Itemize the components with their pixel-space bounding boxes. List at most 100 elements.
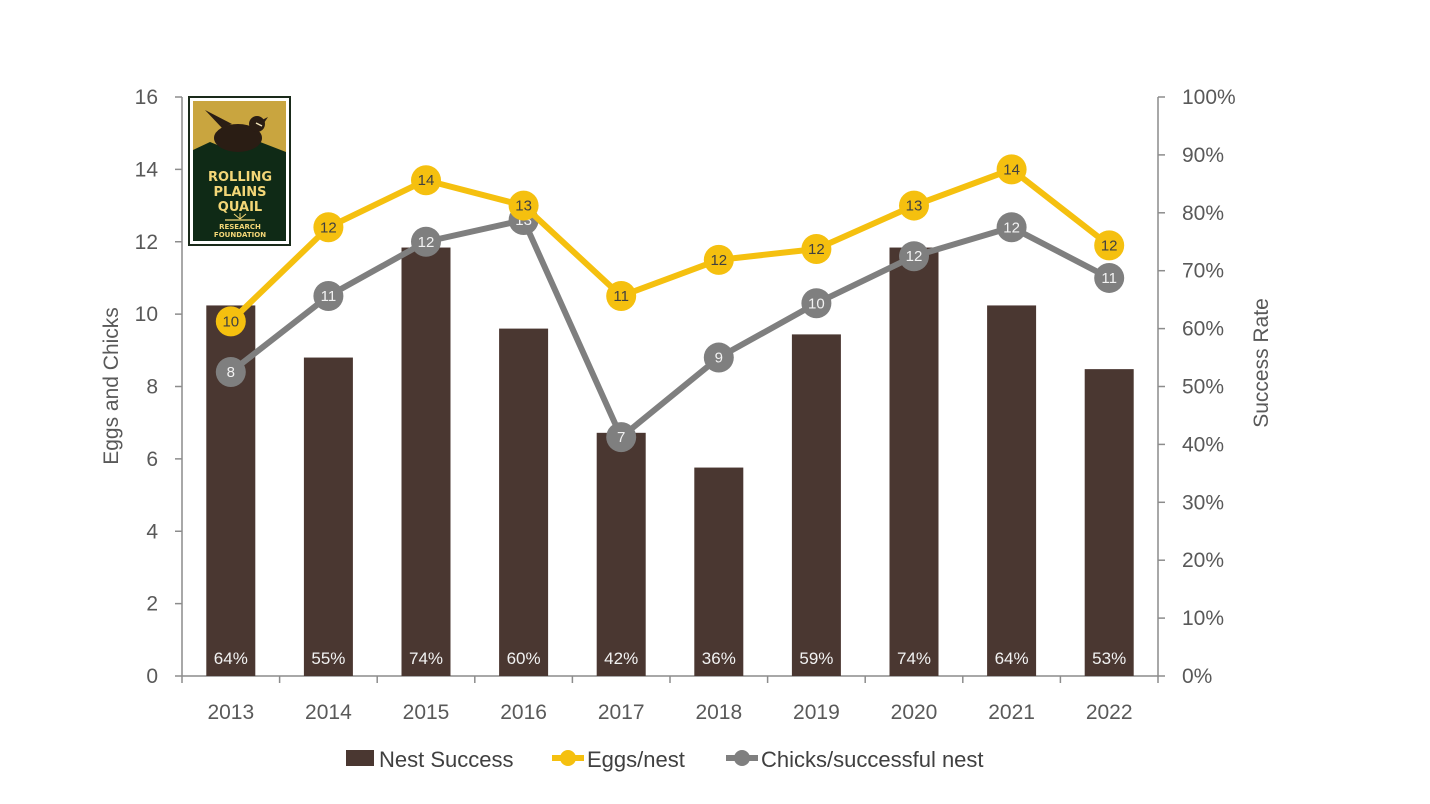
right-tick-label: 50% xyxy=(1182,376,1224,399)
bar-nest-success xyxy=(791,334,841,676)
marker-label-eggs-nest: 13 xyxy=(906,198,923,215)
legend-label-eggs-nest: Eggs/nest xyxy=(587,747,685,772)
x-tick-label: 2015 xyxy=(403,701,450,724)
marker-eggs-nest xyxy=(1094,230,1125,261)
x-tick-label: 2019 xyxy=(793,701,840,724)
bar-nest-success xyxy=(889,247,939,677)
x-tick-label: 2021 xyxy=(988,701,1035,724)
bar-nest-success xyxy=(1084,369,1134,676)
marker-label-chicks-successful-nest: 8 xyxy=(227,364,235,381)
legend-label-chicks-successful-nest: Chicks/successful nest xyxy=(761,747,984,772)
marker-label-chicks-successful-nest: 9 xyxy=(715,350,723,367)
legend-item-chicks-successful-nest: Chicks/successful nest xyxy=(726,747,984,772)
left-tick-label: 0 xyxy=(146,665,158,688)
right-tick-label: 100% xyxy=(1182,86,1236,109)
bar-nest-success xyxy=(303,357,353,676)
marker-eggs-nest xyxy=(508,190,539,221)
marker-label-chicks-successful-nest: 12 xyxy=(1003,219,1020,236)
marker-label-eggs-nest: 11 xyxy=(613,288,629,305)
right-tick-label: 80% xyxy=(1182,202,1224,225)
right-axis-title: Success Rate xyxy=(1250,298,1273,428)
axes: 0 2 4 6 8 10 12 14 16 0% 10% 20% 30% 40% 50% 60% 70% 80% 9… xyxy=(135,86,1236,724)
logo-line-4: RESEARCH xyxy=(219,223,261,231)
marker-eggs-nest xyxy=(996,154,1027,185)
marker-label-eggs-nest: 14 xyxy=(1003,161,1020,178)
bar-data-label: 53% xyxy=(1092,649,1126,668)
marker-chicks-successful-nest xyxy=(215,357,246,388)
bar-data-label: 36% xyxy=(702,649,736,668)
right-tick-label: 40% xyxy=(1182,433,1224,456)
legend-label-nest-success: Nest Success xyxy=(379,747,514,772)
bar-data-label: 74% xyxy=(409,649,443,668)
marker-chicks-successful-nest xyxy=(313,281,344,312)
x-tick-label: 2017 xyxy=(598,701,645,724)
x-tick-label: 2018 xyxy=(695,701,742,724)
bar-data-label: 55% xyxy=(311,649,345,668)
marker-label-eggs-nest: 12 xyxy=(710,252,727,269)
marker-eggs-nest xyxy=(411,165,441,196)
bar-data-label: 64% xyxy=(995,649,1029,668)
x-tick-label: 2020 xyxy=(891,701,938,724)
x-tick-label: 2022 xyxy=(1086,701,1133,724)
marker-label-eggs-nest: 10 xyxy=(222,313,239,330)
logo-line-2: PLAINS xyxy=(214,185,267,200)
marker-eggs-nest xyxy=(606,281,637,312)
bar-data-label: 42% xyxy=(604,649,638,668)
marker-label-eggs-nest: 13 xyxy=(515,198,532,215)
line-eggs-nest xyxy=(228,166,1112,324)
left-tick-label: 10 xyxy=(135,303,158,326)
left-tick-label: 4 xyxy=(146,520,158,543)
marker-label-eggs-nest: 12 xyxy=(1101,237,1118,254)
x-tick-label: 2016 xyxy=(500,701,547,724)
marker-chicks-successful-nest xyxy=(1094,262,1125,293)
quail-icon xyxy=(205,110,268,152)
marker-chicks-successful-nest xyxy=(899,241,929,272)
marker-chicks-successful-nest xyxy=(703,342,734,373)
bar-series-nest-success: 64% 55% 74% 60% 42% 36% 59% 74% 64% 53% xyxy=(206,247,1134,677)
left-tick-label: 14 xyxy=(135,158,159,181)
marker-label-chicks-successful-nest: 11 xyxy=(321,288,337,305)
marker-label-chicks-successful-nest: 12 xyxy=(906,248,923,265)
marker-label-chicks-successful-nest: 7 xyxy=(617,429,625,446)
sunburst-icon xyxy=(225,213,255,221)
bar-data-label: 59% xyxy=(799,649,833,668)
right-tick-label: 10% xyxy=(1182,607,1224,630)
left-tick-label: 16 xyxy=(135,86,158,109)
marker-label-chicks-successful-nest: 11 xyxy=(1101,270,1117,287)
marker-chicks-successful-nest xyxy=(801,288,832,319)
x-tick-label: 2013 xyxy=(207,701,254,724)
right-tick-label: 0% xyxy=(1182,665,1212,688)
bar-nest-success xyxy=(987,305,1037,676)
marker-label-eggs-nest: 14 xyxy=(418,172,435,189)
right-tick-label: 20% xyxy=(1182,549,1224,572)
legend-marker-eggs-nest xyxy=(560,750,576,766)
bar-nest-success xyxy=(694,467,744,676)
right-tick-label: 70% xyxy=(1182,260,1224,283)
marker-chicks-successful-nest xyxy=(606,422,637,453)
marker-label-chicks-successful-nest: 12 xyxy=(418,234,435,251)
legend-item-eggs-nest: Eggs/nest xyxy=(552,747,685,772)
bar-nest-success xyxy=(401,247,451,677)
rolling-plains-quail-logo: ROLLING PLAINS QUAIL RESEARCH FOUNDATION xyxy=(188,96,291,246)
x-tick-label: 2014 xyxy=(305,701,352,724)
line-chicks-successful-nest xyxy=(228,217,1111,441)
bar-data-label: 74% xyxy=(897,649,931,668)
left-tick-label: 8 xyxy=(146,376,158,399)
bar-data-label: 60% xyxy=(507,649,541,668)
bar-nest-success xyxy=(499,328,549,676)
marker-label-eggs-nest: 12 xyxy=(320,219,337,236)
right-tick-label: 30% xyxy=(1182,491,1224,514)
marker-eggs-nest xyxy=(703,244,734,275)
legend-item-nest-success: Nest Success xyxy=(346,747,514,772)
left-tick-label: 2 xyxy=(146,593,158,616)
left-tick-label: 12 xyxy=(135,231,158,254)
marker-eggs-nest xyxy=(313,212,344,243)
logo-line-1: ROLLING xyxy=(208,170,272,185)
marker-label-chicks-successful-nest: 10 xyxy=(808,295,825,312)
legend-marker-chicks-successful-nest xyxy=(734,750,750,766)
logo-line-5: FOUNDATION xyxy=(214,231,266,239)
marker-eggs-nest xyxy=(215,306,246,337)
left-tick-label: 6 xyxy=(146,448,158,471)
